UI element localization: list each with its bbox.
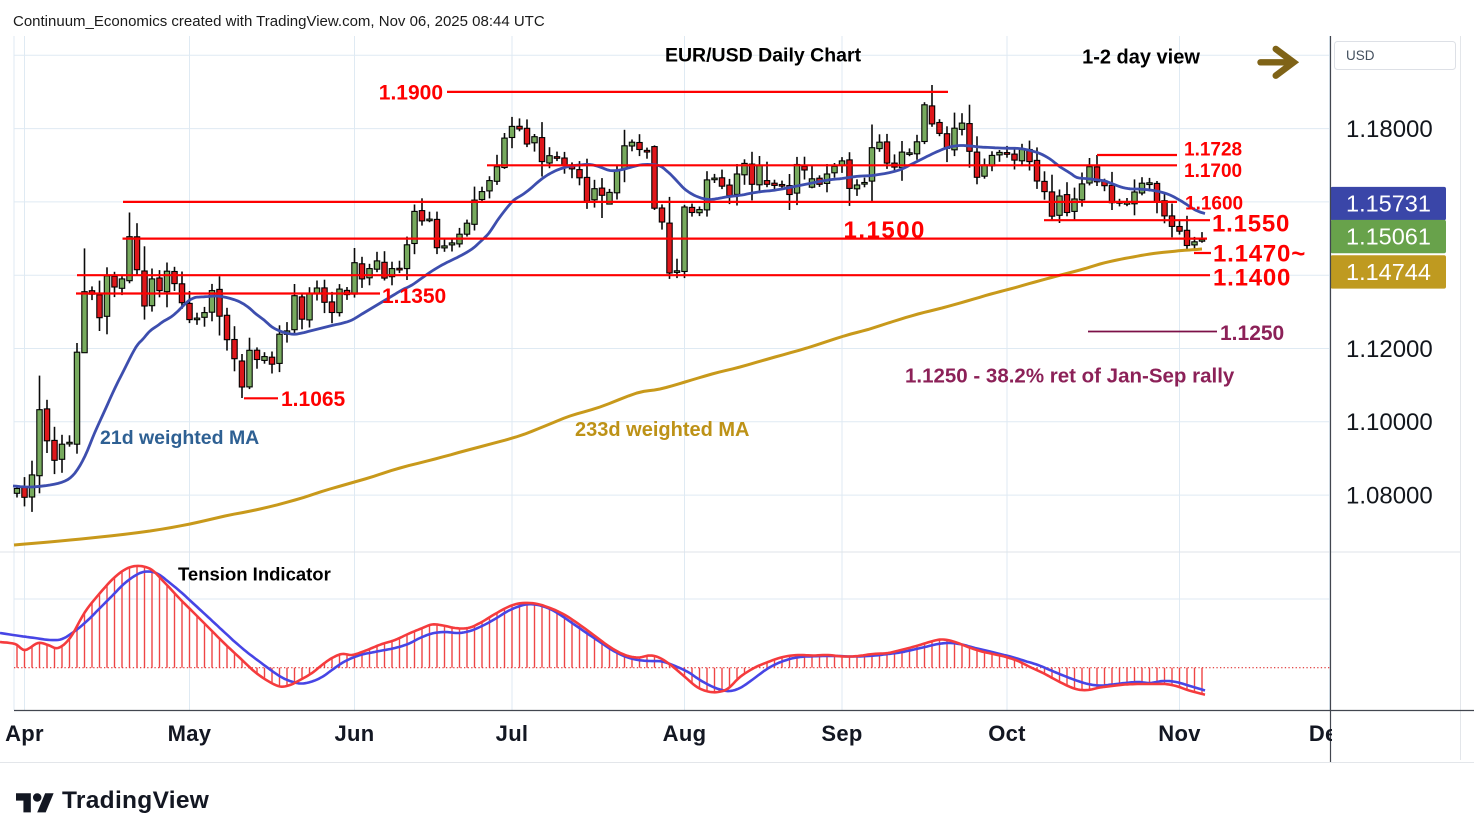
svg-text:Dec: Dec xyxy=(1309,721,1350,746)
svg-text:Jun: Jun xyxy=(334,721,374,746)
svg-text:1.18000: 1.18000 xyxy=(1346,116,1433,143)
svg-text:Sep: Sep xyxy=(821,721,862,746)
svg-text:1.1600: 1.1600 xyxy=(1185,194,1243,215)
svg-text:1.14744: 1.14744 xyxy=(1346,259,1431,285)
svg-text:Tension Indicator: Tension Indicator xyxy=(178,564,331,585)
svg-text:21d weighted MA: 21d weighted MA xyxy=(100,427,259,449)
svg-text:1.1250 - 38.2% ret of Jan-Sep: 1.1250 - 38.2% ret of Jan-Sep rally xyxy=(905,365,1235,388)
svg-text:1.1700: 1.1700 xyxy=(1184,161,1242,182)
svg-text:1.1728: 1.1728 xyxy=(1184,139,1242,160)
svg-text:TradingView: TradingView xyxy=(62,787,210,814)
svg-text:1.15731: 1.15731 xyxy=(1346,191,1431,217)
svg-text:Apr: Apr xyxy=(5,721,44,746)
svg-text:1.1400: 1.1400 xyxy=(1213,265,1291,292)
svg-text:1.1500: 1.1500 xyxy=(844,217,926,244)
svg-text:1.12000: 1.12000 xyxy=(1346,336,1433,363)
svg-text:233d weighted MA: 233d weighted MA xyxy=(575,419,749,441)
svg-text:Oct: Oct xyxy=(988,721,1026,746)
svg-text:1.1250: 1.1250 xyxy=(1220,322,1284,345)
svg-text:May: May xyxy=(168,721,212,746)
svg-text:Nov: Nov xyxy=(1158,721,1201,746)
svg-text:1.1900: 1.1900 xyxy=(379,82,443,105)
svg-text:Continuum_Economics created wi: Continuum_Economics created with Trading… xyxy=(13,13,545,30)
svg-text:1.1065: 1.1065 xyxy=(281,388,346,411)
svg-text:1.1350: 1.1350 xyxy=(382,285,446,308)
svg-text:1.08000: 1.08000 xyxy=(1346,482,1433,509)
svg-text:Aug: Aug xyxy=(663,721,707,746)
svg-text:1.1470~: 1.1470~ xyxy=(1213,241,1306,268)
svg-text:EUR/USD Daily Chart: EUR/USD Daily Chart xyxy=(665,45,862,67)
svg-text:1-2 day view: 1-2 day view xyxy=(1082,47,1200,69)
svg-text:1.15061: 1.15061 xyxy=(1346,224,1431,250)
svg-text:Jul: Jul xyxy=(496,721,529,746)
svg-text:1.10000: 1.10000 xyxy=(1346,409,1433,436)
svg-text:1.1550: 1.1550 xyxy=(1212,211,1290,238)
svg-text:USD: USD xyxy=(1346,48,1375,63)
